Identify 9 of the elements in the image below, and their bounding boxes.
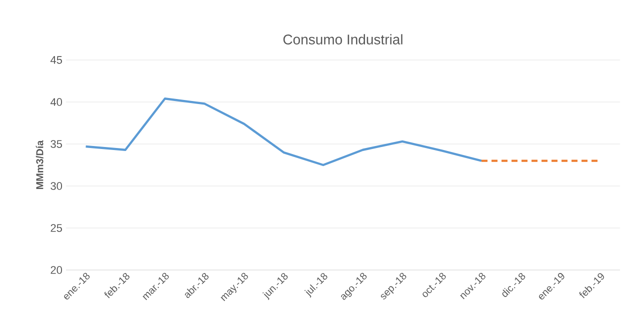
y-tick-label: 35 bbox=[50, 140, 62, 148]
line-series bbox=[84, 98, 483, 166]
y-axis-title: MMm3/Día bbox=[36, 140, 44, 190]
y-tick-label: 20 bbox=[50, 266, 62, 274]
y-tick-label: 25 bbox=[50, 224, 62, 232]
y-tick-label: 40 bbox=[50, 98, 62, 106]
y-tick-label: 45 bbox=[50, 56, 62, 64]
chart-title: Consumo Industrial bbox=[283, 34, 402, 44]
y-tick-label: 30 bbox=[50, 182, 62, 190]
